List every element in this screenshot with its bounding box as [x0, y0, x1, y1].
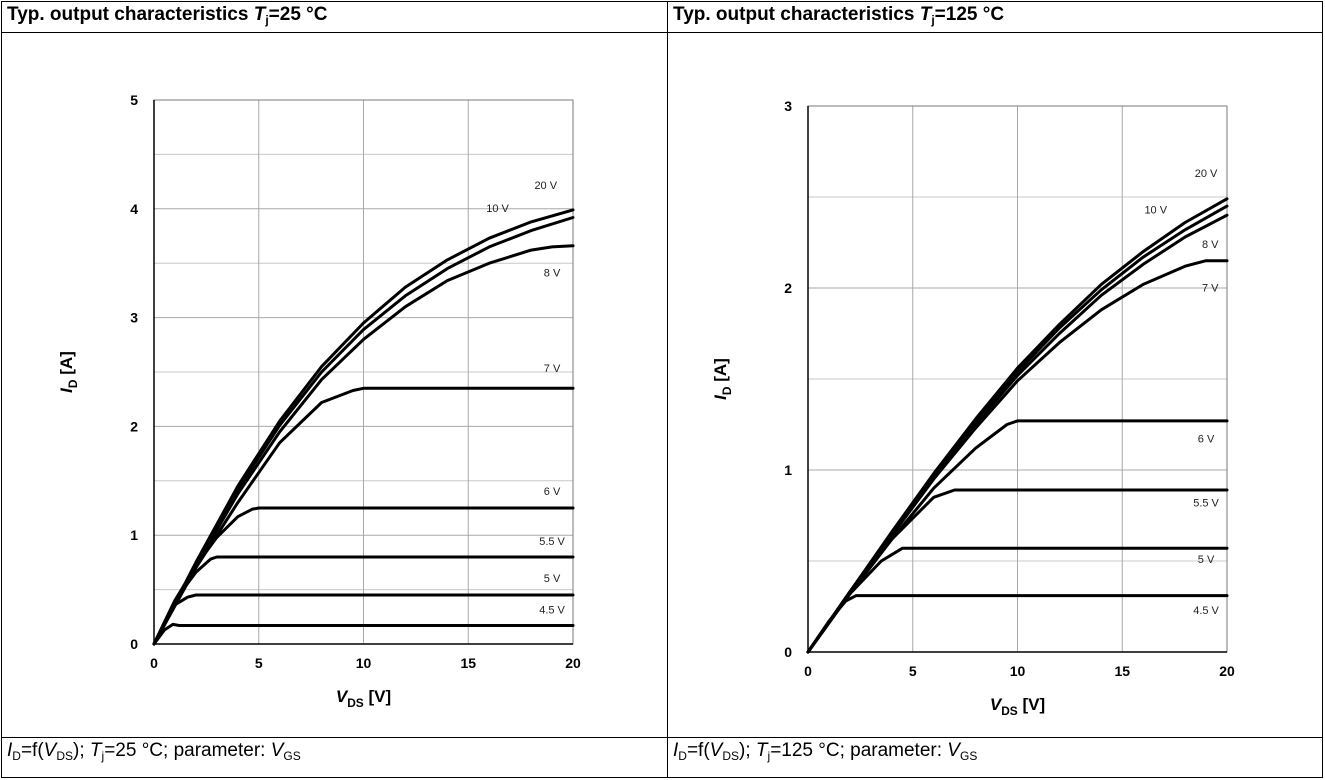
x-tick-label: 10	[356, 655, 372, 671]
panel-1-caption: ID=f(VDS); Tj=25 °C; parameter: VGS	[7, 740, 301, 763]
x-tick-label: 5	[255, 655, 263, 671]
footer-divider	[2, 737, 1322, 738]
x-tick-label: 20	[565, 655, 581, 671]
panel-2-title: Typ. output characteristics Tj=125 °C	[673, 4, 1005, 27]
series-label: 8 V	[544, 267, 561, 279]
series-label: 20 V	[534, 180, 557, 192]
y-tick-label: 0	[784, 644, 792, 660]
y-axis-title: ID [A]	[57, 351, 80, 393]
y-tick-label: 5	[130, 92, 138, 108]
x-axis-title: VDS [V]	[336, 687, 391, 710]
panel-2-caption: ID=f(VDS); Tj=125 °C; parameter: VGS	[673, 740, 978, 763]
header-divider	[2, 32, 1322, 33]
series-label: 6 V	[544, 486, 561, 498]
y-tick-label: 1	[784, 462, 792, 478]
x-tick-label: 0	[150, 655, 158, 671]
x-tick-label: 0	[804, 663, 812, 679]
series-line-7-V	[152, 386, 575, 646]
series-line-7-V	[806, 259, 1229, 654]
series-line-5-5-V	[152, 555, 575, 646]
series-label: 5.5 V	[1193, 497, 1219, 509]
y-tick-label: 2	[130, 418, 138, 434]
y-tick-label: 3	[784, 98, 792, 114]
panel-1-title: Typ. output characteristics Tj=25 °C	[7, 4, 328, 27]
chart-2: 0 1 2 3 0 5 10 15 20 VDS [V] ID [A] 20 V 10 V 8 V 7 V 6…	[711, 98, 1235, 718]
series-label: 20 V	[1195, 168, 1218, 180]
x-axis-title: VDS [V]	[990, 695, 1045, 718]
series-label: 4.5 V	[539, 605, 565, 617]
series-label: 8 V	[1202, 239, 1219, 251]
series-label: 7 V	[1202, 283, 1219, 295]
panel-divider	[667, 2, 668, 777]
y-tick-label: 2	[784, 280, 792, 296]
x-tick-label: 15	[460, 655, 476, 671]
y-tick-label: 1	[130, 527, 138, 543]
x-tick-label: 20	[1219, 663, 1235, 679]
series-label: 10 V	[486, 203, 509, 215]
series-label: 10 V	[1144, 204, 1167, 216]
y-axis-title: ID [A]	[711, 358, 734, 400]
series-line-5-V	[152, 593, 575, 646]
series-line-8-V	[152, 244, 575, 646]
y-tick-label: 3	[130, 310, 138, 326]
series-line-4-5-V	[806, 594, 1229, 654]
series-label: 7 V	[544, 363, 561, 375]
series-label: 5 V	[1198, 554, 1215, 566]
series-label: 6 V	[1198, 434, 1215, 446]
x-tick-label: 10	[1010, 663, 1026, 679]
series-label: 5 V	[544, 573, 561, 585]
series-line-10-V	[152, 216, 575, 646]
series-label: 5.5 V	[539, 536, 565, 548]
x-tick-label: 5	[909, 663, 917, 679]
y-tick-label: 4	[130, 201, 138, 217]
chart-1: 0 1 2 3 4 5 0 5 10 15 20 VDS [V] ID [A] 20 V 10 V 8 V 7 …	[57, 92, 581, 710]
series-line-4-5-V	[152, 622, 575, 646]
x-tick-label: 15	[1114, 663, 1130, 679]
y-tick-label: 0	[130, 636, 138, 652]
series-label: 4.5 V	[1193, 605, 1219, 617]
